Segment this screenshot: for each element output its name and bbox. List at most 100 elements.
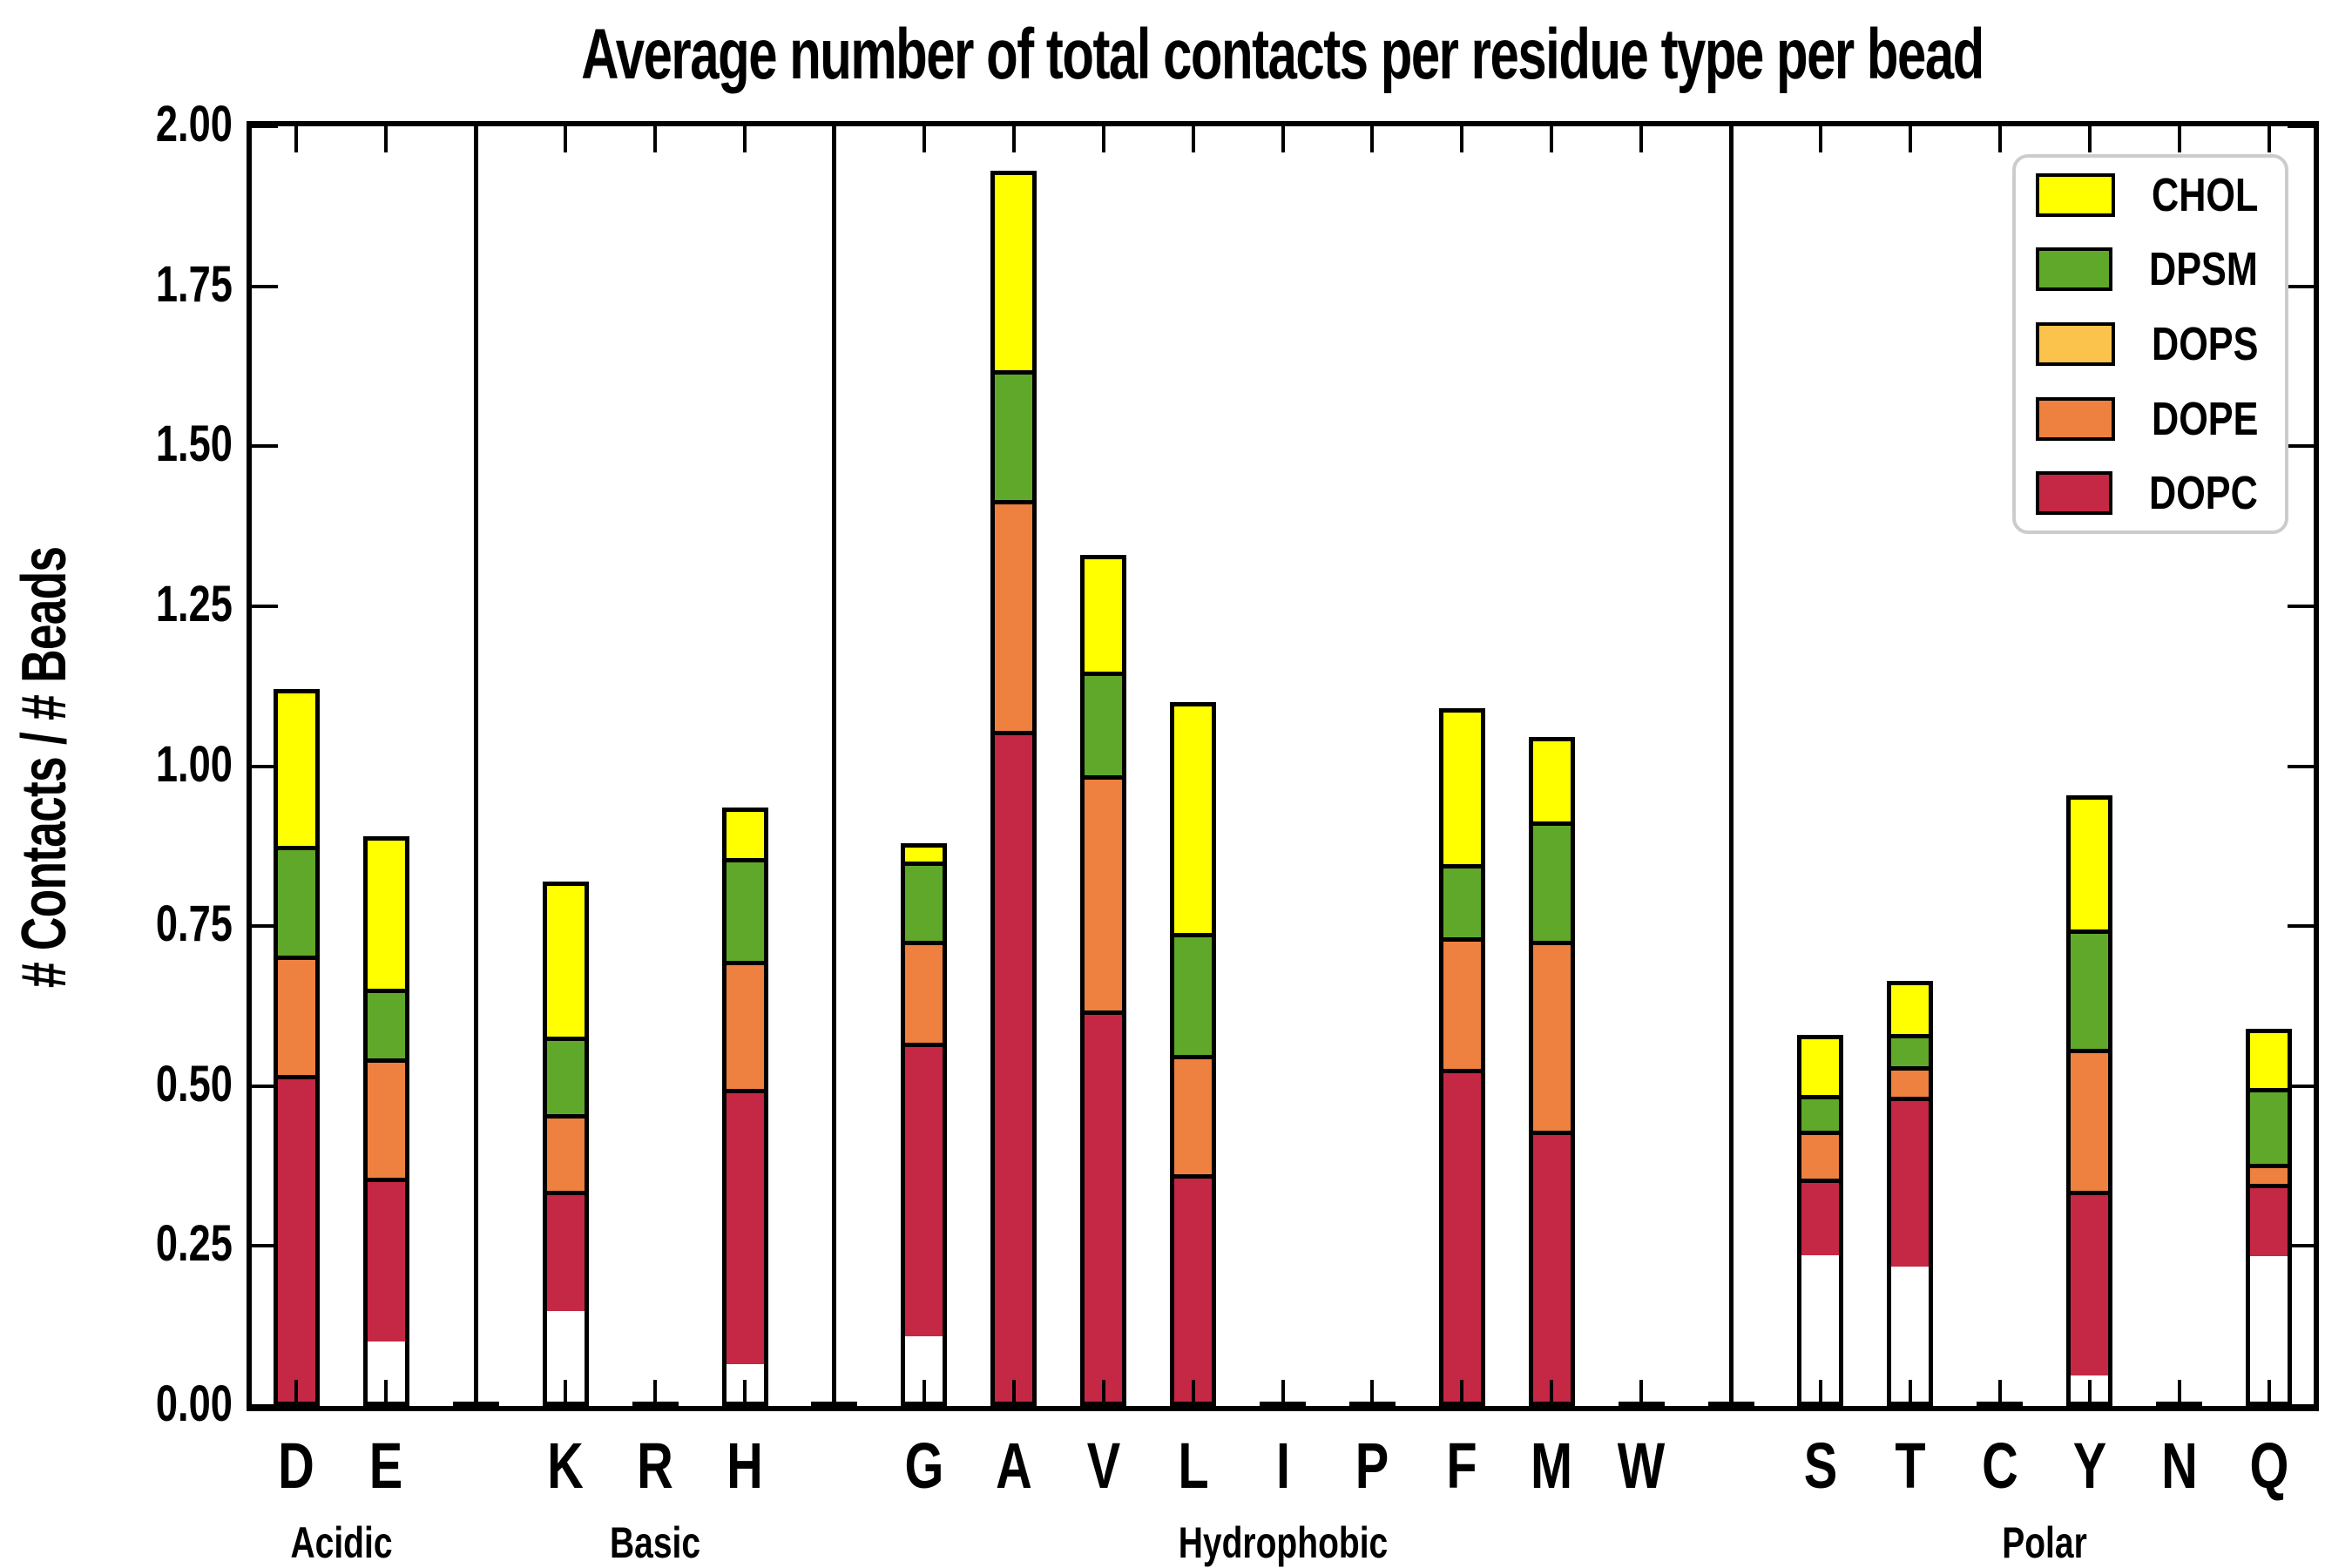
x-tick-bottom: [743, 1380, 747, 1406]
bar-segment-D-DOPE: [277, 955, 315, 1075]
x-tick-label-K: K: [547, 1429, 585, 1502]
bar-segment-F-DPSM: [1443, 864, 1481, 937]
x-tick-top: [384, 126, 389, 152]
y-tick-right: [2288, 125, 2314, 128]
x-tick-label-A: A: [995, 1429, 1032, 1502]
bar-segment-H-DOPC: [726, 1088, 764, 1364]
bar-segment-A-DPSM: [995, 369, 1033, 501]
y-tick-left: [252, 1244, 278, 1248]
bar-segment-A-DOPE: [995, 500, 1033, 731]
x-tick-label-S: S: [1803, 1429, 1838, 1502]
x-tick-bottom: [1281, 1380, 1285, 1406]
bar-segment-G-DOPC: [905, 1043, 943, 1337]
x-tick-top: [1191, 126, 1195, 152]
y-tick-label: 1.50: [134, 415, 233, 473]
bar-segment-S-DOPC: [1801, 1179, 1840, 1255]
plot-area: [247, 121, 2319, 1411]
stacked-bar-Y: [2066, 795, 2113, 1406]
legend-entry-dopc: DOPC: [2016, 456, 2285, 531]
bar-segment-T-DOPC: [1891, 1097, 1930, 1267]
bar-segment-E-CHOL: [367, 841, 405, 989]
y-tick-left: [252, 604, 278, 608]
bar-segment-M-CHOL: [1532, 741, 1571, 822]
bar-segment-V-CHOL: [1085, 559, 1123, 672]
y-tick-right: [2288, 764, 2314, 768]
x-tick-top: [1639, 126, 1644, 152]
y-tick-label: 1.25: [134, 575, 233, 633]
legend-label-dpsm: DPSM: [2148, 243, 2258, 296]
y-tick-label: 1.00: [134, 734, 233, 793]
stacked-bar-K: [542, 882, 589, 1406]
bar-segment-F-DOPC: [1443, 1068, 1481, 1402]
chart-title: Average number of total contacts per res…: [581, 15, 1984, 94]
stacked-bar-F: [1438, 708, 1485, 1406]
bar-segment-D-DPSM: [277, 845, 315, 956]
legend-label-dope: DOPE: [2151, 392, 2259, 445]
x-tick-top: [2177, 126, 2181, 152]
x-tick-top: [743, 126, 747, 152]
x-tick-bottom: [1639, 1380, 1644, 1406]
stacked-bar-L: [1170, 702, 1217, 1406]
y-tick-label-text: 0.00: [155, 1375, 233, 1432]
x-tick-top: [1818, 126, 1822, 152]
x-tick-bottom: [922, 1380, 926, 1406]
y-tick-label: 2.00: [134, 95, 233, 153]
x-tick-label-L: L: [1177, 1429, 1209, 1502]
x-tick-top: [1729, 126, 1734, 152]
group-label-acidic: Acidic: [290, 1518, 393, 1567]
bar-segment-E-DOPE: [367, 1058, 405, 1179]
x-tick-bottom: [2087, 1380, 2092, 1406]
bar-segment-T-CHOL: [1891, 985, 1930, 1034]
x-tick-label-H: H: [727, 1429, 763, 1502]
x-tick-bottom: [474, 1380, 478, 1406]
y-tick-label-text: 1.75: [155, 255, 233, 313]
bar-segment-Y-DOPC: [2071, 1191, 2109, 1375]
bar-segment-Q-CHOL: [2250, 1033, 2288, 1089]
bar-segment-A-DOPC: [995, 730, 1033, 1402]
y-tick-label-text: 0.50: [155, 1055, 233, 1112]
x-tick-label-W: W: [1617, 1429, 1666, 1502]
x-tick-top: [1997, 126, 2002, 152]
stacked-bar-S: [1797, 1035, 1844, 1406]
y-tick-label: 0.25: [134, 1214, 233, 1273]
x-tick-label-I: I: [1275, 1429, 1290, 1502]
x-tick-label-M: M: [1531, 1429, 1573, 1502]
bar-segment-F-CHOL: [1443, 713, 1481, 865]
bar-segment-H-CHOL: [726, 812, 764, 858]
y-tick-right: [2288, 284, 2314, 288]
legend-color-patch-dops: [2036, 321, 2115, 366]
group-separator-line: [1728, 126, 1734, 1406]
x-tick-top: [653, 126, 658, 152]
y-tick-label-text: 0.75: [155, 895, 233, 952]
x-tick-top: [1550, 126, 1554, 152]
bar-segment-G-CHOL: [905, 848, 943, 862]
y-tick-right: [2288, 924, 2314, 929]
bar-segment-L-CHOL: [1174, 706, 1213, 933]
y-tick-left: [252, 125, 278, 128]
x-tick-label-V: V: [1086, 1429, 1120, 1502]
y-tick-right: [2288, 604, 2314, 608]
y-tick-label-text: 1.00: [155, 735, 233, 793]
bar-segment-S-DOPE: [1801, 1131, 1840, 1179]
bar-segment-D-CHOL: [277, 693, 315, 846]
group-label-polar: Polar: [2002, 1518, 2088, 1567]
bar-segment-Y-DOPE: [2071, 1048, 2109, 1192]
bar-segment-L-DPSM: [1174, 932, 1213, 1056]
x-tick-bottom: [653, 1380, 658, 1406]
bar-segment-E-DOPC: [367, 1178, 405, 1342]
bar-segment-S-DPSM: [1801, 1095, 1840, 1132]
x-tick-top: [294, 126, 299, 152]
bar-segment-H-DPSM: [726, 857, 764, 961]
bar-segment-K-CHOL: [546, 886, 585, 1037]
x-tick-label-Y: Y: [2072, 1429, 2106, 1502]
legend-entry-chol: CHOL: [2016, 158, 2285, 233]
x-tick-top: [2267, 126, 2271, 152]
y-tick-left: [252, 284, 278, 288]
x-tick-label-E: E: [369, 1429, 403, 1502]
x-tick-top: [1370, 126, 1375, 152]
y-tick-label-text: 0.25: [155, 1215, 233, 1273]
bar-segment-K-DPSM: [546, 1037, 585, 1114]
legend-entry-dpsm: DPSM: [2016, 233, 2285, 308]
y-tick-label: 0.50: [134, 1055, 233, 1113]
stacked-bar-E: [362, 836, 409, 1406]
